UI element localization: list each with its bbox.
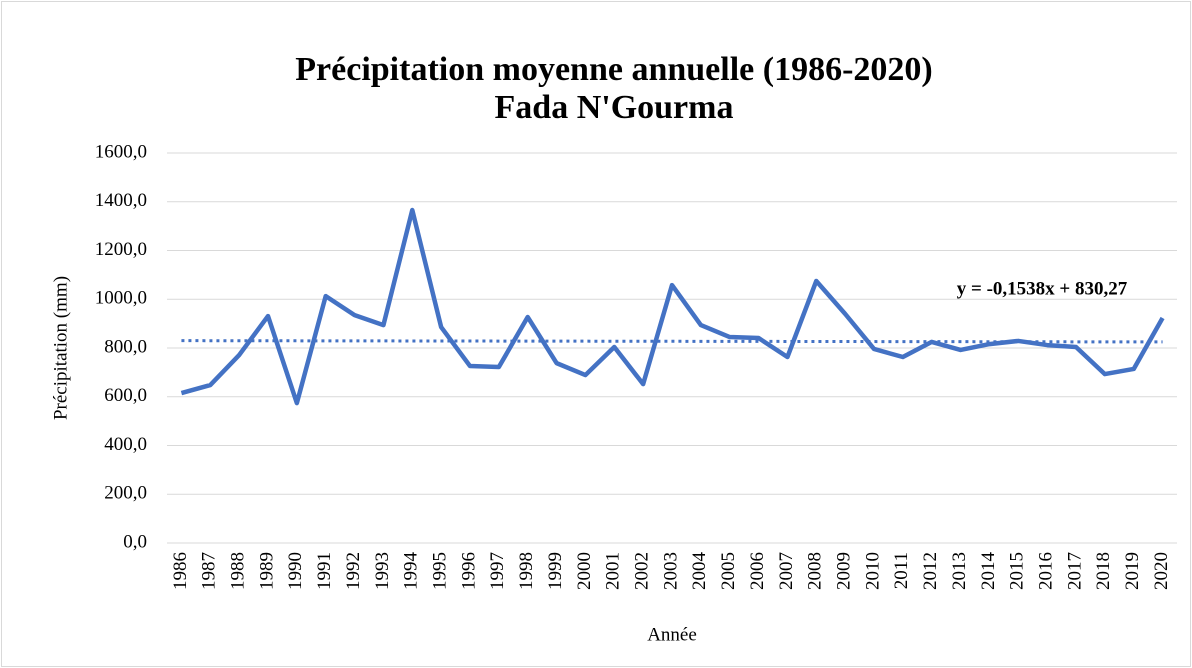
x-tick-label: 2020 [1151,552,1172,590]
x-tick-label: 2002 [632,552,653,590]
x-tick-label: 1986 [170,552,191,590]
x-tick-label: 2015 [1007,552,1028,590]
data-line [180,207,1165,406]
x-axis-label: Année [647,624,697,645]
x-tick-label: 2008 [805,552,826,590]
x-tick-label: 2017 [1064,552,1085,590]
y-tick-label: 1000,0 [95,288,147,309]
x-tick-label: 2004 [689,552,710,591]
x-tick-label: 1989 [256,552,277,590]
x-tick-label: 2011 [891,552,912,589]
x-tick-label: 1999 [545,552,566,590]
y-tick-label: 200,0 [104,483,147,504]
x-tick-label: 1992 [343,552,364,590]
y-tick-label: 1200,0 [95,239,147,260]
chart-title: Précipitation moyenne annuelle (1986-202… [295,51,932,88]
y-tick-label: 1400,0 [95,190,147,211]
x-tick-label: 1987 [199,552,220,590]
x-tick-label: 2006 [747,552,768,590]
x-tick-label: 2019 [1122,552,1143,590]
x-tick-label: 2010 [862,552,883,590]
chart-subtitle: Fada N'Gourma [495,89,734,126]
x-tick-label: 2003 [660,552,681,590]
x-tick-label: 1997 [487,552,508,590]
y-tick-label: 800,0 [104,336,147,357]
y-axis-label: Précipitation (mm) [50,276,71,420]
x-tick-label: 1993 [372,552,393,590]
x-tick-label: 2016 [1036,552,1057,590]
x-tick-label: 2007 [776,552,797,590]
x-tick-label: 1998 [516,552,537,590]
trend-line [181,339,1163,344]
x-tick-label: 2018 [1093,552,1114,590]
x-tick-label: 2014 [978,552,999,591]
y-tick-label: 1600,0 [95,141,147,162]
x-tick-label: 1991 [314,552,335,590]
x-tick-label: 2005 [718,552,739,590]
x-tick-label: 2012 [920,552,941,590]
x-tick-label: 1995 [430,552,451,590]
x-tick-label: 1996 [458,552,479,590]
y-tick-label: 600,0 [104,385,147,406]
trend-equation: y = -0,1538x + 830,27 [957,278,1128,299]
x-tick-label: 2001 [603,552,624,590]
x-tick-label: 2009 [834,552,855,590]
y-tick-label: 400,0 [104,434,147,455]
x-tick-label: 1990 [285,552,306,590]
y-tick-label: 0,0 [123,531,147,552]
x-tick-label: 2000 [574,552,595,590]
x-tick-label: 1994 [401,552,422,591]
x-tick-label: 2013 [949,552,970,590]
x-tick-label: 1988 [228,552,249,590]
